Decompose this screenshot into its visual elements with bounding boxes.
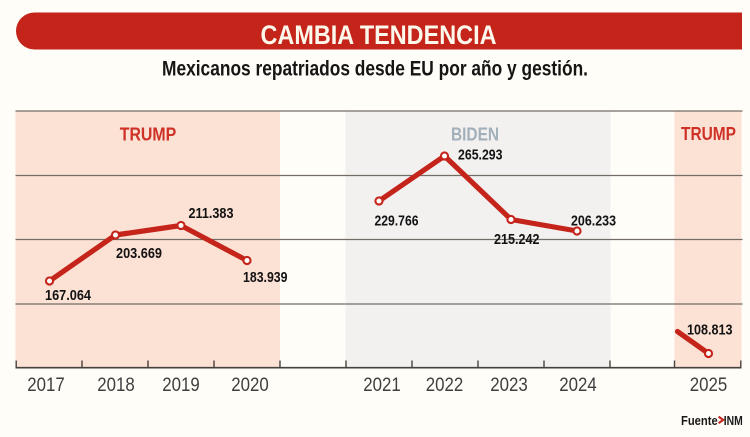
svg-text:INM: INM [724, 414, 743, 428]
svg-text:Mexicanos repatriados desde EU: Mexicanos repatriados desde EU por año y… [162, 57, 588, 80]
svg-text:2024: 2024 [559, 375, 597, 396]
svg-text:206.233: 206.233 [571, 213, 616, 229]
svg-text:TRUMP: TRUMP [120, 124, 177, 145]
svg-text:Fuente: Fuente [681, 414, 718, 428]
svg-text:2020: 2020 [231, 375, 269, 396]
svg-text:TRUMP: TRUMP [681, 123, 736, 144]
svg-text:2018: 2018 [97, 375, 135, 396]
svg-text:229.766: 229.766 [375, 214, 419, 230]
svg-text:167.064: 167.064 [45, 288, 91, 304]
svg-text:BIDEN: BIDEN [451, 124, 499, 145]
svg-text:2025: 2025 [690, 375, 728, 396]
svg-text:2021: 2021 [363, 375, 401, 396]
svg-text:211.383: 211.383 [189, 206, 234, 222]
svg-text:2017: 2017 [27, 375, 65, 396]
svg-text:2022: 2022 [426, 375, 464, 396]
svg-text:203.669: 203.669 [116, 246, 162, 262]
svg-text:108.813: 108.813 [687, 322, 733, 338]
svg-text:265.293: 265.293 [458, 147, 503, 163]
svg-text:CAMBIA TENDENCIA: CAMBIA TENDENCIA [261, 20, 497, 50]
svg-text:183.939: 183.939 [243, 270, 288, 286]
svg-text:2019: 2019 [162, 375, 200, 396]
svg-text:215.242: 215.242 [494, 232, 540, 248]
svg-text:2023: 2023 [490, 375, 528, 396]
